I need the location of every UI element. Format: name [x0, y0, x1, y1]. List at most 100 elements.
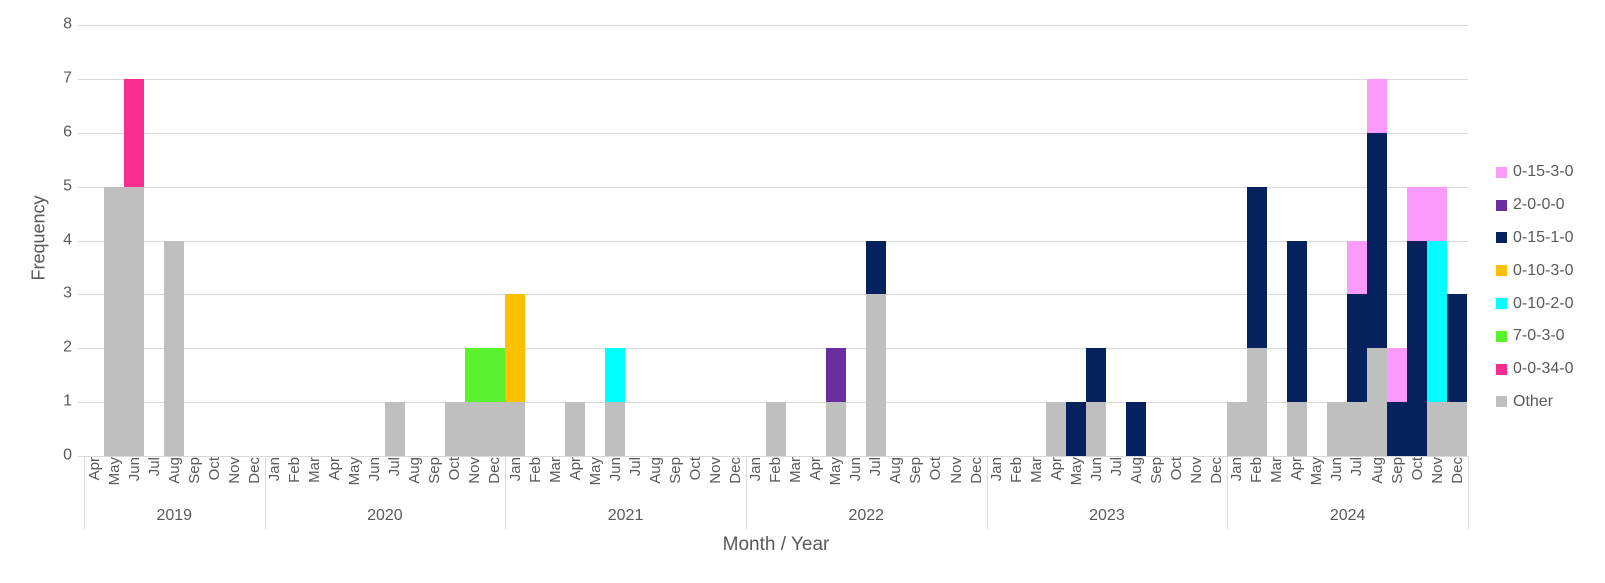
month-label: Jun — [125, 457, 143, 482]
month-label: May — [346, 457, 364, 486]
legend-label: 0-0-34-0 — [1513, 360, 1574, 378]
month-label: Dec — [1208, 457, 1226, 484]
legend-label: 0-15-3-0 — [1513, 163, 1574, 181]
month-label: Oct — [1408, 457, 1426, 481]
month-label: Jan — [1228, 457, 1246, 482]
year-divider — [986, 456, 988, 529]
month-label: Aug — [646, 457, 664, 484]
legend-label: 2-0-0-0 — [1513, 196, 1565, 214]
bar-2022-feb — [765, 402, 786, 456]
bar-segment-7-0-3-0 — [484, 348, 505, 403]
bar-2023-apr — [1046, 402, 1067, 456]
month-label: Nov — [706, 457, 724, 484]
bar-2024-feb — [1246, 186, 1267, 456]
month-label: Feb — [526, 457, 544, 483]
bar-2024-sep — [1387, 348, 1408, 456]
y-tick-label: 5 — [63, 177, 72, 195]
month-axis-labels: Apr May Jun Jul Aug Sep Oct Nov Dec Jan Feb Mar Apr M… — [84, 457, 1468, 503]
year-divider — [1227, 456, 1229, 529]
bar-segment-0-10-2-0 — [1427, 240, 1448, 403]
bar-2019-jun — [124, 78, 145, 456]
month-label: Jan — [747, 457, 765, 482]
legend-label: 0-15-1-0 — [1513, 228, 1574, 246]
month-label: Oct — [446, 457, 464, 481]
month-label: Dec — [727, 457, 745, 484]
month-label: Jul — [386, 457, 404, 477]
gridline — [78, 78, 1468, 80]
legend-swatch-icon — [1496, 265, 1507, 277]
month-label: May — [1308, 457, 1326, 486]
bar-2022-jul — [865, 240, 886, 456]
legend-label: 7-0-3-0 — [1513, 327, 1565, 345]
year-label: 2022 — [848, 507, 885, 524]
bar-segment-7-0-3-0 — [464, 348, 485, 403]
month-label: Jul — [626, 457, 644, 477]
bar-segment-Other — [1427, 402, 1448, 456]
bar-2020-dec — [484, 348, 505, 456]
month-label: Apr — [1288, 457, 1306, 481]
bar-2024-oct — [1407, 186, 1428, 456]
year-axis-labels: 2019 2020 2021 2022 2023 2024 — [84, 507, 1468, 525]
month-label: Dec — [967, 457, 985, 484]
month-label: Jan — [265, 457, 283, 482]
month-label: Mar — [1268, 457, 1286, 483]
month-label: Sep — [1388, 457, 1406, 484]
year-divider — [264, 456, 266, 529]
month-label: Jul — [1348, 457, 1366, 477]
month-label: Mar — [546, 457, 564, 483]
bar-segment-Other — [1346, 402, 1367, 456]
bar-segment-Other — [765, 402, 786, 456]
bar-segment-Other — [464, 402, 485, 456]
bar-segment-0-15-3-0 — [1367, 78, 1388, 133]
legend-item-other: Other — [1496, 386, 1573, 419]
bar-segment-0-15-1-0 — [1286, 240, 1307, 403]
year-divider — [84, 456, 85, 529]
legend-swatch-icon — [1496, 396, 1507, 408]
month-label: Jun — [1087, 457, 1105, 482]
month-label: Aug — [1127, 457, 1145, 484]
year-label: 2023 — [1089, 507, 1125, 524]
bar-segment-Other — [1447, 402, 1468, 456]
bar-2019-may — [104, 186, 125, 456]
bar-segment-Other — [1226, 402, 1247, 456]
month-label: Feb — [285, 457, 303, 483]
bar-2024-dec — [1447, 294, 1468, 456]
month-label: Nov — [225, 457, 243, 484]
bar-segment-0-15-1-0 — [1346, 294, 1367, 403]
month-label: Nov — [1428, 457, 1446, 484]
month-label: Aug — [406, 457, 424, 484]
month-label: Oct — [686, 457, 704, 481]
bar-2021-jun — [605, 348, 626, 456]
month-label: Jul — [867, 457, 885, 477]
year-label: 2019 — [156, 507, 193, 524]
month-label: May — [1067, 457, 1085, 486]
bar-segment-Other — [1326, 402, 1347, 456]
y-axis-title: Frequency — [28, 195, 49, 281]
legend-item-0-15-3-0: 0-15-3-0 — [1496, 156, 1573, 189]
legend-item-7-0-3-0: 7-0-3-0 — [1496, 320, 1573, 353]
legend-item-0-10-2-0: 0-10-2-0 — [1496, 287, 1573, 320]
bar-2020-oct — [444, 402, 465, 456]
month-label: Aug — [165, 457, 183, 484]
year-label: 2021 — [607, 507, 644, 524]
gridline — [78, 240, 1468, 242]
month-label: May — [105, 457, 123, 486]
legend-swatch-icon — [1496, 363, 1507, 375]
month-label: Mar — [306, 457, 324, 483]
bar-segment-Other — [484, 402, 505, 456]
bar-2023-aug — [1126, 402, 1147, 456]
month-label: Feb — [1007, 457, 1025, 483]
month-label: Dec — [245, 457, 263, 484]
y-tick-label: 0 — [63, 446, 72, 464]
month-label: Dec — [486, 457, 504, 484]
bar-2023-jun — [1086, 348, 1107, 456]
month-label: Apr — [85, 457, 103, 481]
month-label: Jan — [506, 457, 524, 482]
legend-item-0-15-1-0: 0-15-1-0 — [1496, 222, 1573, 255]
month-label: Feb — [1248, 457, 1266, 483]
bar-segment-0-15-3-0 — [1387, 348, 1408, 403]
bar-segment-Other — [444, 402, 465, 456]
month-label: Jan — [987, 457, 1005, 482]
bar-2023-may — [1066, 402, 1087, 456]
month-label: Mar — [1027, 457, 1045, 483]
